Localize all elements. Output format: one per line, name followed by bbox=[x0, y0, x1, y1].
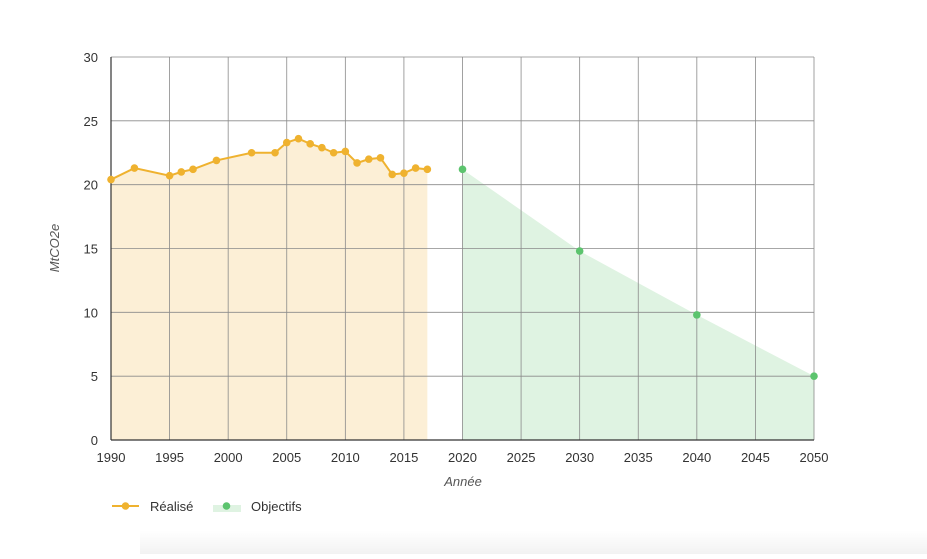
data-point bbox=[693, 311, 701, 319]
x-tick-label: 2005 bbox=[272, 450, 301, 465]
data-point bbox=[294, 134, 303, 143]
x-tick-label: 2025 bbox=[507, 450, 536, 465]
legend-label: Réalisé bbox=[150, 499, 193, 514]
data-point bbox=[271, 148, 279, 157]
data-point bbox=[341, 147, 350, 156]
data-point bbox=[810, 372, 818, 380]
legend-marker bbox=[121, 502, 130, 510]
data-point bbox=[177, 168, 186, 176]
legend-marker bbox=[222, 502, 231, 510]
y-tick-label: 30 bbox=[84, 50, 98, 65]
series-layer bbox=[107, 134, 818, 380]
data-point bbox=[318, 143, 326, 152]
x-axis-title: Année bbox=[443, 474, 482, 489]
data-point bbox=[388, 170, 397, 179]
data-point bbox=[400, 169, 408, 177]
bottom-shadow bbox=[140, 530, 927, 554]
y-tick-label: 5 bbox=[91, 369, 98, 384]
x-tick-label: 2020 bbox=[448, 450, 477, 465]
y-tick-label: 0 bbox=[91, 433, 98, 448]
data-point bbox=[130, 164, 139, 172]
data-point bbox=[575, 247, 584, 255]
data-point bbox=[411, 164, 420, 172]
x-tick-label: 2010 bbox=[331, 450, 360, 465]
x-tick-label: 2050 bbox=[800, 450, 829, 465]
x-tick-label: 2030 bbox=[565, 450, 594, 465]
y-axis-title: MtCO2e bbox=[47, 224, 62, 272]
data-point bbox=[376, 154, 385, 162]
area-fill-1 bbox=[111, 138, 428, 440]
legend-label: Objectifs bbox=[251, 499, 302, 514]
data-point bbox=[189, 165, 197, 174]
x-tick-label: 2040 bbox=[682, 450, 711, 465]
data-point bbox=[247, 148, 256, 157]
y-tick-label: 15 bbox=[84, 242, 98, 257]
gridlines bbox=[110, 56, 815, 441]
data-point bbox=[353, 159, 361, 167]
data-point bbox=[364, 155, 373, 163]
data-point bbox=[306, 140, 314, 148]
y-tick-label: 20 bbox=[84, 178, 98, 193]
data-point bbox=[282, 138, 291, 147]
data-point bbox=[329, 148, 338, 157]
x-tick-label: 2000 bbox=[214, 450, 243, 465]
x-tick-label: 1990 bbox=[97, 450, 126, 465]
data-point bbox=[212, 156, 221, 165]
data-point bbox=[107, 175, 115, 184]
x-tick-label: 1995 bbox=[155, 450, 184, 465]
tick-labels: 1990 1995 2000 2005 2010 2015 2020 2025 2030 2035… bbox=[84, 50, 829, 465]
data-point bbox=[423, 165, 432, 174]
x-tick-label: 2035 bbox=[624, 450, 653, 465]
data-point bbox=[458, 165, 467, 174]
y-tick-label: 10 bbox=[84, 305, 98, 320]
x-tick-label: 2015 bbox=[389, 450, 418, 465]
data-point bbox=[165, 171, 174, 180]
legend: Réalisé Objectifs bbox=[112, 499, 302, 514]
x-tick-label: 2045 bbox=[741, 450, 770, 465]
y-tick-label: 25 bbox=[84, 114, 98, 129]
